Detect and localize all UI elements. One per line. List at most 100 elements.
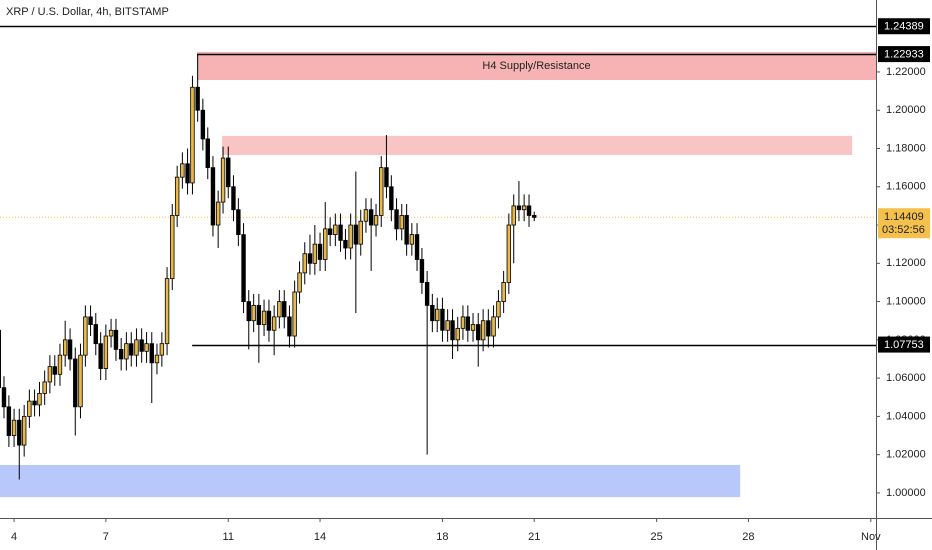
candle-body bbox=[532, 215, 537, 218]
candle-body bbox=[113, 329, 119, 350]
x-tick-label: Nov bbox=[861, 531, 881, 543]
candle-body bbox=[205, 138, 210, 169]
candle-body bbox=[83, 316, 88, 356]
zone bbox=[197, 51, 876, 80]
candle-body bbox=[266, 310, 272, 331]
y-tick-label: 1.06000 bbox=[886, 372, 926, 384]
candle-body bbox=[226, 157, 231, 188]
x-tick-label: 4 bbox=[11, 531, 17, 543]
candle-body bbox=[52, 366, 57, 375]
candle-body bbox=[67, 339, 73, 360]
candle-body bbox=[17, 419, 22, 446]
candle-body bbox=[333, 224, 338, 236]
candle-body bbox=[0, 329, 1, 389]
candle-body bbox=[435, 308, 440, 322]
candle-body bbox=[363, 209, 369, 222]
candle-body bbox=[491, 316, 496, 337]
level-label: 1.07753 bbox=[884, 339, 924, 351]
x-tick-label: 25 bbox=[650, 531, 662, 543]
candle-body bbox=[302, 253, 307, 274]
candle-body bbox=[231, 186, 236, 211]
candle-body bbox=[506, 224, 512, 283]
candle-body bbox=[251, 305, 256, 322]
y-tick-label: 1.10000 bbox=[886, 295, 926, 307]
candle-body bbox=[98, 343, 103, 369]
candle-body bbox=[236, 209, 241, 236]
candle-body bbox=[154, 354, 160, 364]
x-tick-label: 7 bbox=[103, 531, 109, 543]
candle-body bbox=[445, 320, 450, 331]
candle-body bbox=[368, 209, 374, 226]
candle-body bbox=[465, 316, 471, 331]
candle-body bbox=[215, 201, 221, 226]
candle-body bbox=[526, 205, 532, 216]
candle-body bbox=[185, 163, 190, 184]
candle-body bbox=[297, 272, 302, 293]
candle-body bbox=[174, 176, 180, 216]
zone-label: H4 Supply/Resistance bbox=[482, 60, 590, 72]
candle-body bbox=[103, 335, 109, 369]
last-price-label: 1.14409 bbox=[884, 211, 924, 223]
candle-body bbox=[200, 109, 206, 140]
candle-body bbox=[384, 167, 389, 188]
candle-body bbox=[460, 316, 466, 329]
candle-body bbox=[327, 228, 333, 236]
candle-body bbox=[312, 243, 318, 264]
x-tick-label: 28 bbox=[742, 531, 754, 543]
y-tick-label: 1.02000 bbox=[886, 449, 926, 461]
candle-body bbox=[159, 343, 165, 356]
level-label-box bbox=[878, 18, 930, 35]
candle-body bbox=[424, 282, 430, 306]
candle-body bbox=[317, 243, 323, 260]
candle-body bbox=[353, 224, 359, 245]
candle-body bbox=[440, 308, 445, 331]
y-tick-label: 1.12000 bbox=[886, 257, 926, 269]
candle-body bbox=[511, 205, 516, 226]
chart-title: XRP / U.S. Dollar, 4h, BITSTAMP bbox=[6, 6, 169, 18]
candle-body bbox=[47, 366, 53, 383]
candle-body bbox=[430, 305, 435, 322]
level-label: 1.22933 bbox=[884, 49, 924, 61]
y-tick-label: 1.16000 bbox=[886, 181, 926, 193]
candle-body bbox=[144, 343, 149, 352]
y-tick-label: 1.18000 bbox=[886, 142, 926, 154]
candle-body bbox=[170, 215, 175, 280]
candle-body bbox=[134, 339, 139, 356]
candle-body bbox=[450, 320, 455, 341]
candle-body bbox=[241, 234, 246, 302]
candle-body bbox=[271, 316, 277, 331]
candle-body bbox=[480, 320, 486, 341]
candle-body bbox=[195, 86, 200, 111]
y-tick-label: 1.22000 bbox=[886, 66, 926, 78]
y-tick-label: 1.00000 bbox=[886, 487, 926, 499]
candle-body bbox=[261, 310, 267, 325]
candle-body bbox=[93, 324, 98, 345]
candle-body bbox=[379, 167, 384, 216]
candle-body bbox=[516, 205, 522, 211]
candle-body bbox=[73, 358, 78, 408]
candle-body bbox=[124, 343, 129, 360]
x-tick-label: 18 bbox=[436, 531, 448, 543]
candle-body bbox=[486, 320, 491, 337]
candle-body bbox=[42, 381, 47, 394]
candle-body bbox=[282, 301, 287, 318]
candle-body bbox=[348, 224, 353, 249]
candle-body bbox=[323, 228, 328, 260]
candle-body bbox=[521, 205, 527, 211]
candle-body bbox=[32, 400, 37, 406]
candle-body bbox=[78, 354, 83, 408]
candle-body bbox=[88, 316, 93, 325]
candle-body bbox=[409, 234, 415, 245]
candle-body bbox=[343, 239, 348, 249]
candle-body bbox=[389, 186, 394, 211]
candle-body bbox=[11, 419, 17, 436]
zone bbox=[222, 135, 853, 155]
candle-body bbox=[455, 327, 460, 341]
candle-body bbox=[277, 301, 282, 318]
level-label-box bbox=[878, 336, 930, 353]
candle-body bbox=[470, 324, 476, 331]
level-label: 1.24389 bbox=[884, 21, 924, 33]
zone bbox=[0, 464, 741, 498]
candle-body bbox=[62, 339, 68, 356]
